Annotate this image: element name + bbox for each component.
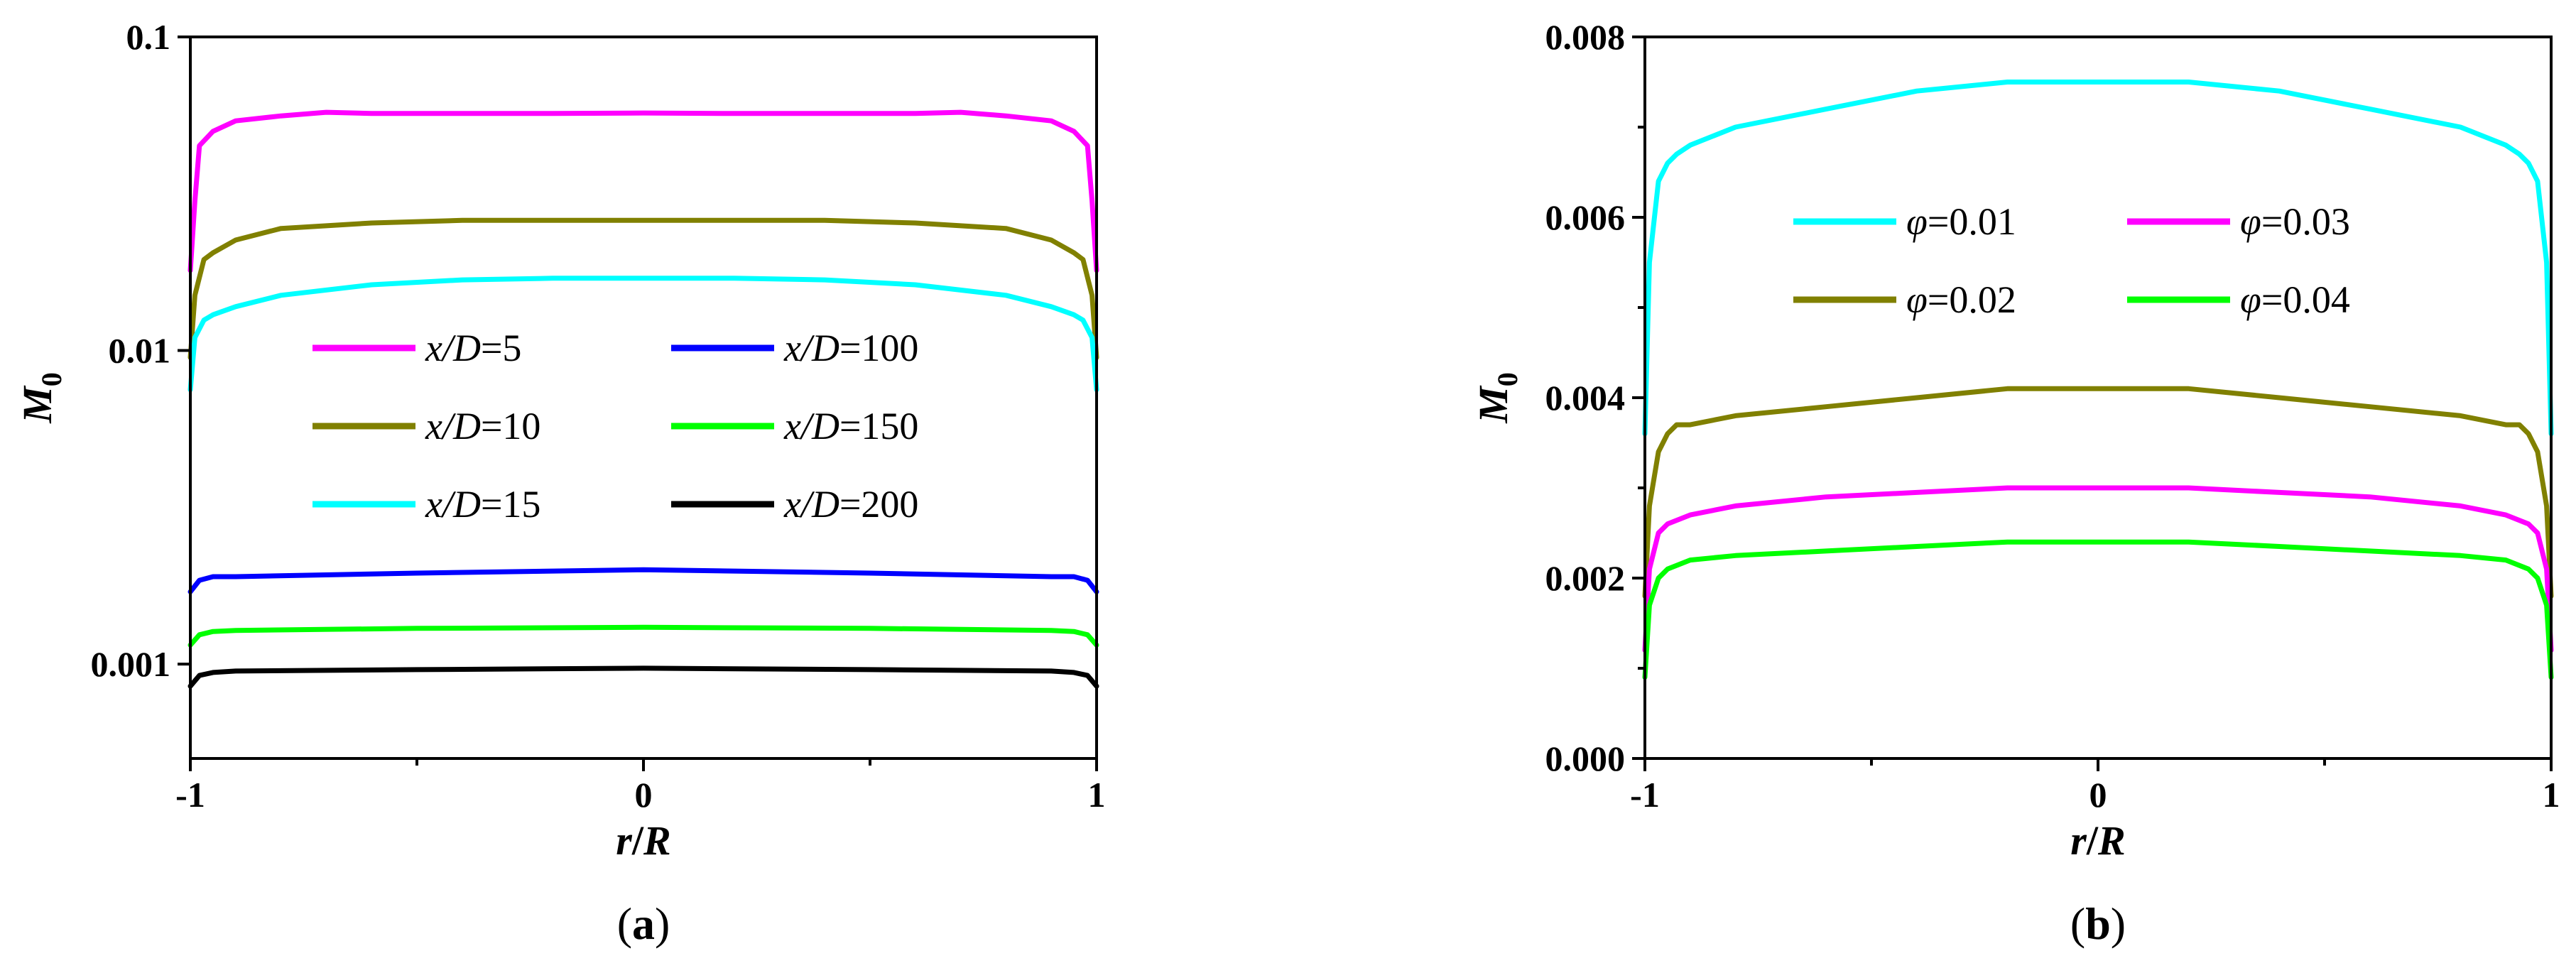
x-tick-label: 0: [2089, 775, 2107, 815]
legend-label: φ=0.03: [2240, 200, 2350, 243]
x-tick-label: -1: [175, 775, 205, 815]
x-tick-label: 1: [2543, 775, 2560, 815]
x-tick-label: 0: [635, 775, 653, 815]
legend: x/D=5 x/D=10 x/D=15 x/D=100 x/D=150 x/D=200: [313, 327, 918, 526]
panel-a: -1 0 10.0010.010.1r/RM0x/D=5x/D=10x/D=15x/…: [14, 17, 1106, 949]
series-line-1: [188, 217, 1099, 360]
series-line-0: [1642, 80, 2554, 437]
legend: φ=0.01 φ=0.02 φ=0.03 φ=0.04: [1793, 200, 2350, 321]
legend-label: x/D=200: [783, 483, 918, 526]
y-tick-label: 0.006: [1545, 197, 1626, 237]
series-line-3: [188, 567, 1099, 594]
legend-label: φ=0.01: [1906, 200, 2016, 243]
x-axis-title: r/R: [2070, 817, 2125, 864]
series-line-5: [188, 665, 1099, 689]
series-line-2: [1642, 485, 2554, 653]
y-tick-label: 0.008: [1545, 17, 1626, 57]
y-tick-label: 0.002: [1545, 558, 1626, 598]
y-tick-label: 0.1: [126, 17, 171, 57]
y-axis-title: M0: [1470, 372, 1523, 424]
panel-label: (b): [2070, 898, 2126, 949]
y-axis-title: M0: [14, 372, 67, 424]
series-line-2: [188, 276, 1099, 393]
legend-label: x/D=10: [425, 405, 540, 447]
y-tick-label: 0.001: [91, 644, 171, 684]
x-tick-label: -1: [1630, 775, 1660, 815]
y-tick-label: 0.000: [1545, 739, 1626, 778]
legend-label: x/D=5: [425, 327, 521, 369]
y-tick-label: 0.01: [109, 331, 171, 371]
x-tick-label: 1: [1088, 775, 1106, 815]
series-line-3: [1642, 539, 2554, 680]
series-line-0: [188, 109, 1099, 273]
legend-label: x/D=100: [783, 327, 918, 369]
legend-label: x/D=150: [783, 405, 918, 447]
panel-b: -1 0 1 0.000 0.002 0.004 0.006 0.008 r/R M0 φ=0.01…: [1470, 17, 2560, 949]
panel-label: (a): [617, 898, 670, 949]
y-tick-label: 0.004: [1545, 378, 1626, 418]
legend-label: φ=0.04: [2240, 278, 2350, 321]
series-line-4: [188, 624, 1099, 648]
legend-label: φ=0.02: [1906, 278, 2016, 321]
series-line-1: [1642, 386, 2554, 599]
legend-label: x/D=15: [425, 483, 540, 526]
x-axis-title: r/R: [616, 817, 670, 864]
